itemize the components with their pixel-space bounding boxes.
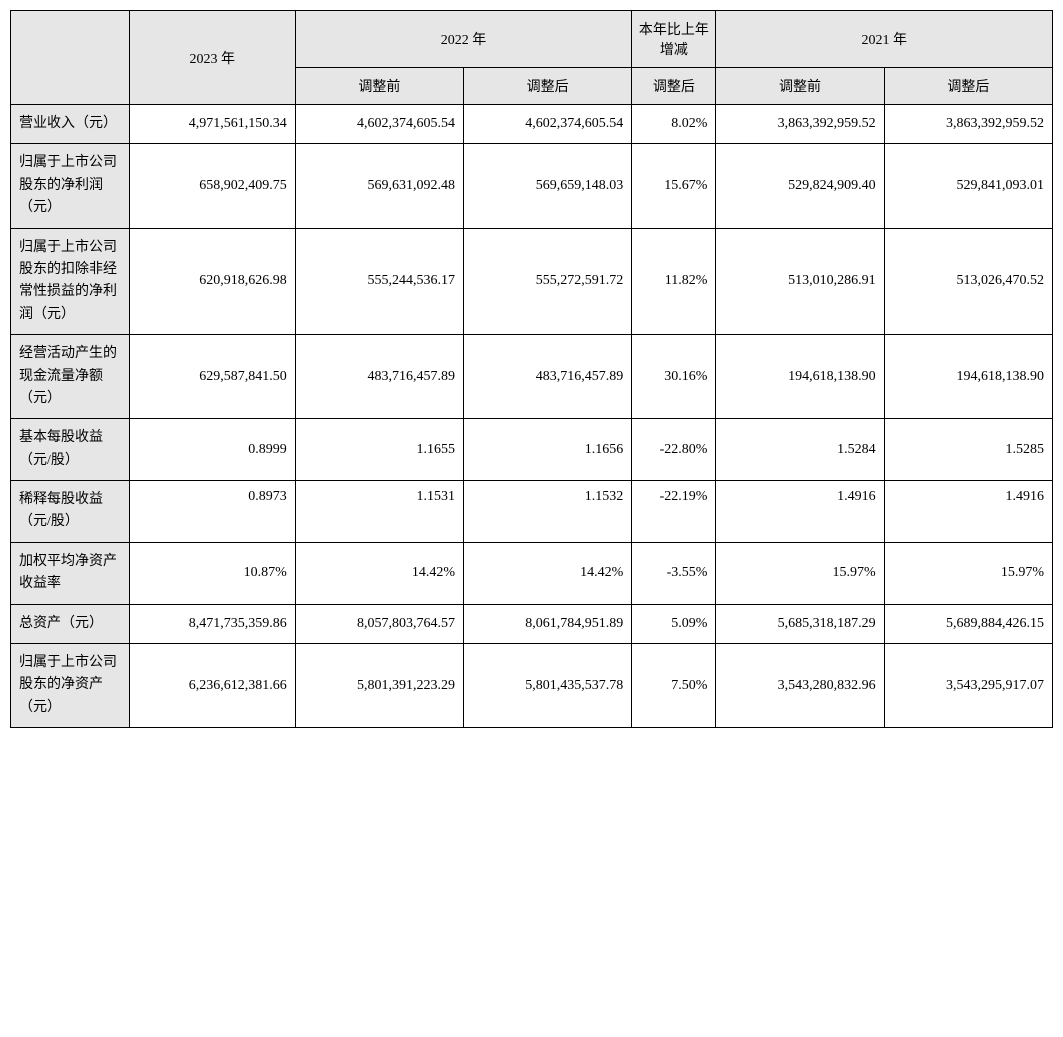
header-2022-before: 调整前 (295, 68, 463, 105)
financial-summary-table: 2023 年 2022 年 本年比上年增减 2021 年 调整前 调整后 调整后… (10, 10, 1053, 728)
cell-2022-after: 5,801,435,537.78 (464, 644, 632, 728)
cell-2023: 0.8973 (129, 481, 295, 543)
table-row: 营业收入（元）4,971,561,150.344,602,374,605.544… (11, 105, 1053, 144)
cell-2023: 629,587,841.50 (129, 335, 295, 419)
cell-2023: 4,971,561,150.34 (129, 105, 295, 144)
cell-2021-before: 1.4916 (716, 481, 884, 543)
cell-2021-after: 3,543,295,917.07 (884, 644, 1052, 728)
row-label: 加权平均净资产收益率 (11, 542, 130, 604)
cell-change: 8.02% (632, 105, 716, 144)
table-row: 总资产（元）8,471,735,359.868,057,803,764.578,… (11, 604, 1053, 643)
cell-2021-after: 5,689,884,426.15 (884, 604, 1052, 643)
cell-2022-before: 569,631,092.48 (295, 144, 463, 228)
cell-2021-after: 513,026,470.52 (884, 228, 1052, 335)
table-body: 营业收入（元）4,971,561,150.344,602,374,605.544… (11, 105, 1053, 728)
cell-2023: 620,918,626.98 (129, 228, 295, 335)
table-row: 稀释每股收益（元/股）0.89731.15311.1532-22.19%1.49… (11, 481, 1053, 543)
cell-2022-after: 14.42% (464, 542, 632, 604)
table-row: 归属于上市公司股东的净利润（元）658,902,409.75569,631,09… (11, 144, 1053, 228)
cell-change: 30.16% (632, 335, 716, 419)
cell-2021-before: 513,010,286.91 (716, 228, 884, 335)
cell-2022-after: 8,061,784,951.89 (464, 604, 632, 643)
table-row: 归属于上市公司股东的净资产（元）6,236,612,381.665,801,39… (11, 644, 1053, 728)
cell-change: -22.19% (632, 481, 716, 543)
cell-change: -22.80% (632, 419, 716, 481)
header-2023: 2023 年 (129, 11, 295, 105)
cell-2021-before: 529,824,909.40 (716, 144, 884, 228)
cell-2021-after: 15.97% (884, 542, 1052, 604)
cell-2022-after: 555,272,591.72 (464, 228, 632, 335)
cell-change: -3.55% (632, 542, 716, 604)
cell-2022-before: 1.1531 (295, 481, 463, 543)
cell-2022-before: 555,244,536.17 (295, 228, 463, 335)
cell-2022-before: 1.1655 (295, 419, 463, 481)
table-row: 加权平均净资产收益率10.87%14.42%14.42%-3.55%15.97%… (11, 542, 1053, 604)
cell-change: 11.82% (632, 228, 716, 335)
row-label: 经营活动产生的现金流量净额（元） (11, 335, 130, 419)
cell-2023: 0.8999 (129, 419, 295, 481)
cell-change: 15.67% (632, 144, 716, 228)
row-label: 归属于上市公司股东的净利润（元） (11, 144, 130, 228)
cell-2021-before: 3,863,392,959.52 (716, 105, 884, 144)
cell-2021-after: 1.4916 (884, 481, 1052, 543)
header-change-after: 调整后 (632, 68, 716, 105)
cell-2021-after: 529,841,093.01 (884, 144, 1052, 228)
cell-change: 5.09% (632, 604, 716, 643)
cell-2021-after: 3,863,392,959.52 (884, 105, 1052, 144)
cell-2021-before: 1.5284 (716, 419, 884, 481)
cell-2022-before: 483,716,457.89 (295, 335, 463, 419)
cell-2021-after: 1.5285 (884, 419, 1052, 481)
row-label: 基本每股收益（元/股） (11, 419, 130, 481)
cell-2021-before: 3,543,280,832.96 (716, 644, 884, 728)
cell-2023: 658,902,409.75 (129, 144, 295, 228)
cell-2022-after: 1.1656 (464, 419, 632, 481)
cell-2021-after: 194,618,138.90 (884, 335, 1052, 419)
header-2021-before: 调整前 (716, 68, 884, 105)
table-row: 归属于上市公司股东的扣除非经常性损益的净利润（元）620,918,626.985… (11, 228, 1053, 335)
header-2022-after: 调整后 (464, 68, 632, 105)
cell-2022-before: 5,801,391,223.29 (295, 644, 463, 728)
cell-2022-after: 4,602,374,605.54 (464, 105, 632, 144)
cell-2023: 6,236,612,381.66 (129, 644, 295, 728)
header-blank (11, 11, 130, 105)
cell-2022-before: 14.42% (295, 542, 463, 604)
cell-2022-after: 483,716,457.89 (464, 335, 632, 419)
cell-2022-before: 8,057,803,764.57 (295, 604, 463, 643)
row-label: 营业收入（元） (11, 105, 130, 144)
cell-2022-before: 4,602,374,605.54 (295, 105, 463, 144)
table-row: 经营活动产生的现金流量净额（元）629,587,841.50483,716,45… (11, 335, 1053, 419)
header-2021: 2021 年 (716, 11, 1053, 68)
header-2022: 2022 年 (295, 11, 632, 68)
cell-2021-before: 15.97% (716, 542, 884, 604)
cell-2022-after: 1.1532 (464, 481, 632, 543)
row-label: 归属于上市公司股东的净资产（元） (11, 644, 130, 728)
cell-2022-after: 569,659,148.03 (464, 144, 632, 228)
cell-2023: 8,471,735,359.86 (129, 604, 295, 643)
cell-2023: 10.87% (129, 542, 295, 604)
row-label: 总资产（元） (11, 604, 130, 643)
row-label: 稀释每股收益（元/股） (11, 481, 130, 543)
cell-2021-before: 194,618,138.90 (716, 335, 884, 419)
cell-2021-before: 5,685,318,187.29 (716, 604, 884, 643)
header-2021-after: 调整后 (884, 68, 1052, 105)
header-change: 本年比上年增减 (632, 11, 716, 68)
table-row: 基本每股收益（元/股）0.89991.16551.1656-22.80%1.52… (11, 419, 1053, 481)
header-row-1: 2023 年 2022 年 本年比上年增减 2021 年 (11, 11, 1053, 68)
cell-change: 7.50% (632, 644, 716, 728)
row-label: 归属于上市公司股东的扣除非经常性损益的净利润（元） (11, 228, 130, 335)
